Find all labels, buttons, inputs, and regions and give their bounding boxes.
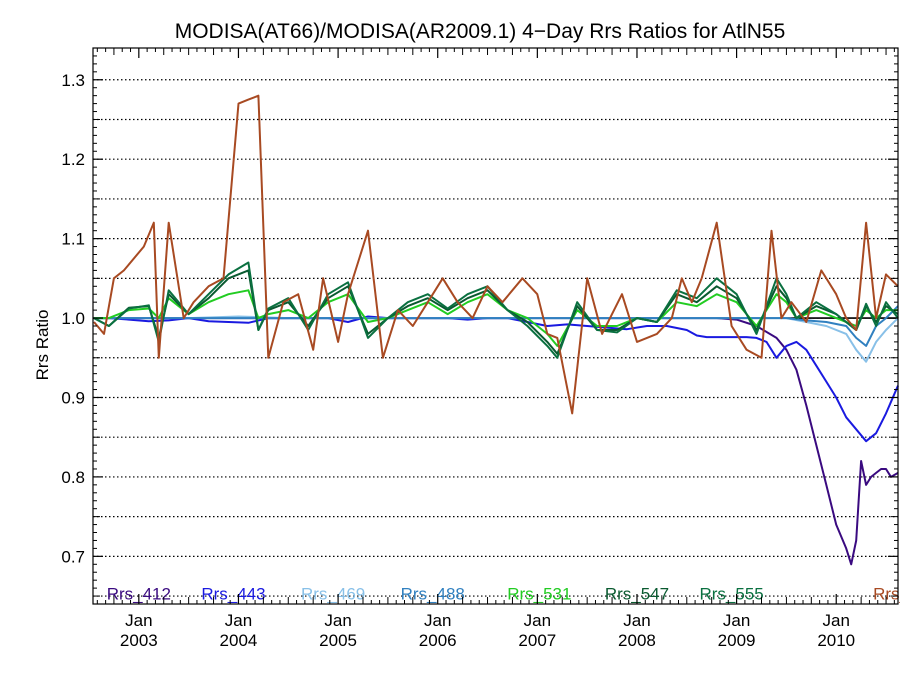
x-tick-label-month: Jan (424, 611, 451, 630)
axis-layer: 0.70.80.91.01.11.21.3Jan2003Jan2004Jan20… (61, 47, 899, 650)
x-tick-label-month: Jan (723, 611, 750, 630)
x-tick-label-year: 2009 (718, 631, 756, 650)
legend-label: Rrs_469 (301, 585, 365, 604)
y-tick-label: 1.0 (61, 309, 85, 328)
x-tick-label-year: 2006 (419, 631, 457, 650)
x-tick-label-month: Jan (324, 611, 351, 630)
series-line-rrs-443 (94, 315, 899, 443)
y-tick-label: 0.7 (61, 547, 85, 566)
x-tick-label-month: Jan (524, 611, 551, 630)
series-line-rrs-412 (94, 317, 899, 566)
legend-label: Rrs_531 (507, 585, 571, 604)
x-tick-label-year: 2007 (518, 631, 556, 650)
x-tick-label-month: Jan (225, 611, 252, 630)
y-axis-label: Rrs Ratio (33, 310, 52, 381)
x-tick-label-year: 2003 (120, 631, 158, 650)
legend-label: Rrs_488 (401, 585, 465, 604)
x-tick-label-year: 2010 (817, 631, 855, 650)
legend-label: Rrs_555 (699, 585, 763, 604)
x-tick-label-month: Jan (823, 611, 850, 630)
legend-layer: Rrs_412 Rrs_443 Rrs_469 Rrs_488 Rrs_531 Rrs_5… (107, 585, 900, 604)
y-tick-label: 1.3 (61, 71, 85, 90)
x-tick-label-year: 2008 (618, 631, 656, 650)
series-line-rrs-645 (93, 94, 899, 415)
x-tick-label-month: Jan (623, 611, 650, 630)
chart-title: MODISA(AT66)/MODISA(AR2009.1) 4−Day Rrs … (175, 20, 786, 43)
x-tick-label-year: 2005 (319, 631, 357, 650)
plot-frame (92, 47, 899, 605)
y-tick-label: 0.8 (61, 468, 85, 487)
series-line-rrs-555 (93, 261, 899, 359)
legend-label: Rrs_443 (201, 585, 265, 604)
y-tick-label: 1.2 (61, 150, 85, 169)
x-tick-label-month: Jan (125, 611, 152, 630)
x-tick-label-year: 2004 (220, 631, 258, 650)
legend-label: Rrs_ (873, 585, 900, 604)
y-tick-label: 0.9 (61, 388, 85, 407)
y-tick-label: 1.1 (61, 230, 85, 249)
series-layer (93, 94, 899, 566)
